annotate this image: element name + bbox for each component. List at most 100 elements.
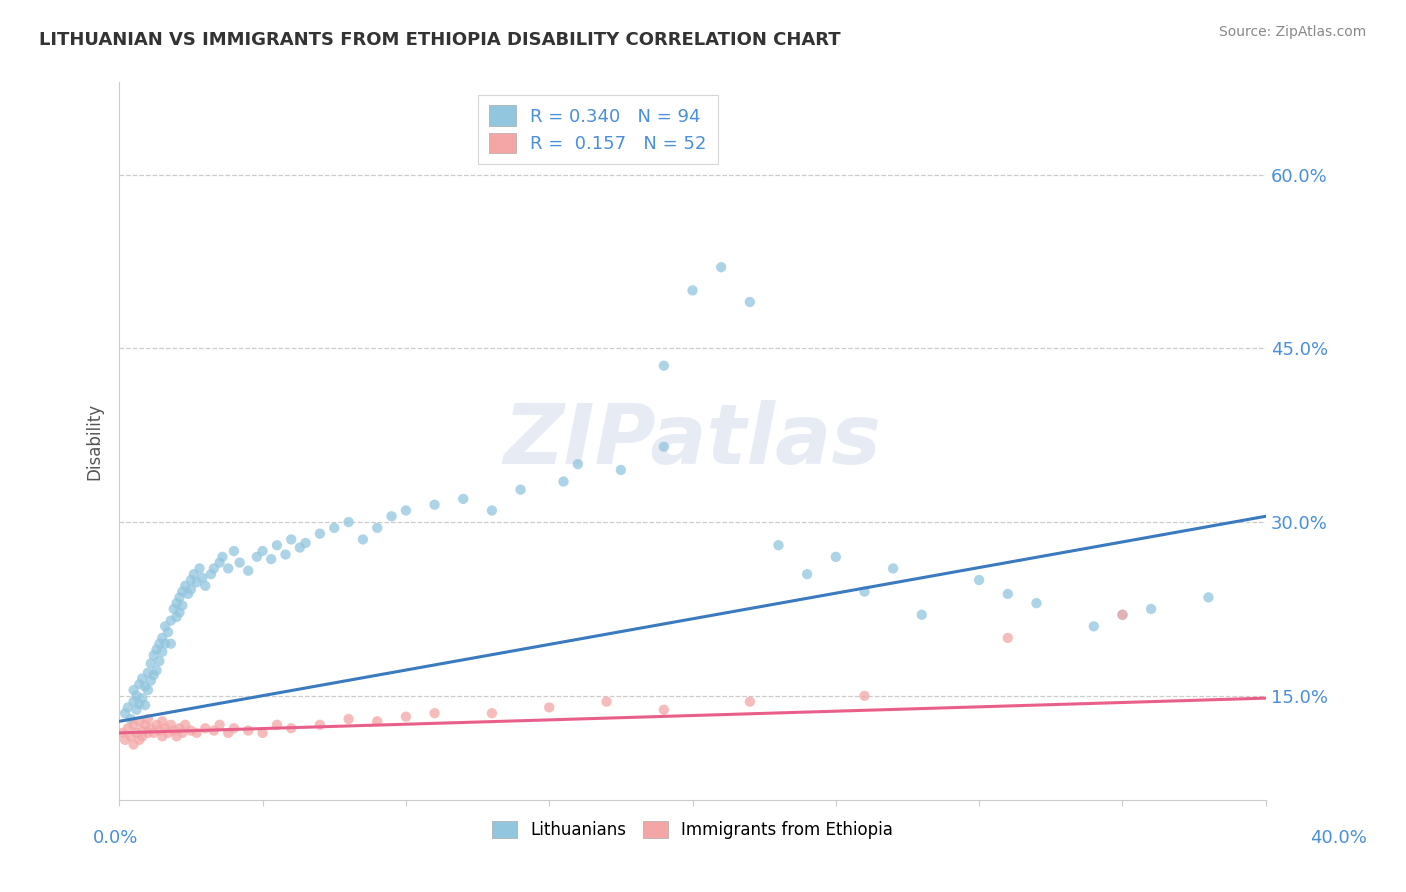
Y-axis label: Disability: Disability	[86, 402, 103, 480]
Point	[208, 556, 231, 570]
Text: 0.0%: 0.0%	[93, 829, 138, 847]
Point	[177, 587, 200, 601]
Point	[280, 533, 302, 547]
Point	[120, 730, 142, 744]
Point	[294, 536, 316, 550]
Point	[120, 712, 142, 726]
Point	[967, 573, 990, 587]
Point	[188, 561, 211, 575]
Point	[150, 730, 173, 744]
Point	[160, 614, 183, 628]
Point	[166, 610, 188, 624]
Point	[853, 584, 876, 599]
Point	[122, 738, 145, 752]
Point	[145, 664, 167, 678]
Point	[145, 718, 167, 732]
Point	[194, 579, 217, 593]
Point	[163, 723, 186, 738]
Point	[174, 579, 197, 593]
Point	[1025, 596, 1047, 610]
Point	[169, 591, 191, 605]
Point	[217, 561, 239, 575]
Point	[114, 732, 136, 747]
Point	[481, 706, 503, 721]
Point	[208, 718, 231, 732]
Point	[172, 599, 194, 613]
Text: 40.0%: 40.0%	[1310, 829, 1367, 847]
Point	[117, 700, 139, 714]
Point	[395, 503, 418, 517]
Point	[1140, 602, 1163, 616]
Point	[266, 718, 288, 732]
Point	[142, 648, 165, 663]
Point	[1197, 591, 1219, 605]
Point	[186, 575, 208, 590]
Point	[156, 625, 179, 640]
Point	[145, 642, 167, 657]
Point	[309, 718, 332, 732]
Point	[395, 709, 418, 723]
Point	[136, 683, 159, 698]
Point	[186, 726, 208, 740]
Point	[128, 714, 150, 729]
Point	[553, 475, 575, 489]
Point	[153, 721, 176, 735]
Point	[738, 695, 761, 709]
Point	[323, 521, 346, 535]
Point	[160, 637, 183, 651]
Point	[194, 721, 217, 735]
Point	[451, 491, 474, 506]
Point	[160, 718, 183, 732]
Point	[246, 549, 269, 564]
Point	[595, 695, 617, 709]
Point	[1083, 619, 1105, 633]
Point	[337, 712, 360, 726]
Point	[163, 602, 186, 616]
Point	[911, 607, 934, 622]
Point	[567, 457, 589, 471]
Point	[682, 284, 704, 298]
Point	[166, 596, 188, 610]
Point	[366, 521, 388, 535]
Point	[423, 706, 446, 721]
Point	[122, 718, 145, 732]
Point	[652, 359, 675, 373]
Point	[180, 573, 202, 587]
Point	[142, 668, 165, 682]
Point	[238, 723, 260, 738]
Point	[122, 683, 145, 698]
Point	[180, 582, 202, 597]
Point	[111, 726, 134, 740]
Point	[131, 723, 153, 738]
Point	[131, 691, 153, 706]
Point	[423, 498, 446, 512]
Point	[169, 721, 191, 735]
Point	[153, 619, 176, 633]
Point	[139, 673, 162, 688]
Point	[150, 645, 173, 659]
Point	[309, 526, 332, 541]
Point	[114, 706, 136, 721]
Point	[380, 509, 402, 524]
Point	[128, 697, 150, 711]
Point	[169, 606, 191, 620]
Point	[183, 567, 205, 582]
Point	[252, 544, 274, 558]
Point	[148, 637, 170, 651]
Text: Source: ZipAtlas.com: Source: ZipAtlas.com	[1219, 25, 1367, 39]
Point	[134, 698, 156, 712]
Point	[136, 726, 159, 740]
Point	[202, 723, 225, 738]
Point	[796, 567, 818, 582]
Point	[117, 721, 139, 735]
Point	[997, 631, 1019, 645]
Point	[148, 723, 170, 738]
Point	[217, 726, 239, 740]
Point	[139, 657, 162, 671]
Point	[200, 567, 222, 582]
Point	[211, 549, 233, 564]
Point	[853, 689, 876, 703]
Point	[738, 295, 761, 310]
Point	[128, 732, 150, 747]
Text: LITHUANIAN VS IMMIGRANTS FROM ETHIOPIA DISABILITY CORRELATION CHART: LITHUANIAN VS IMMIGRANTS FROM ETHIOPIA D…	[39, 31, 841, 49]
